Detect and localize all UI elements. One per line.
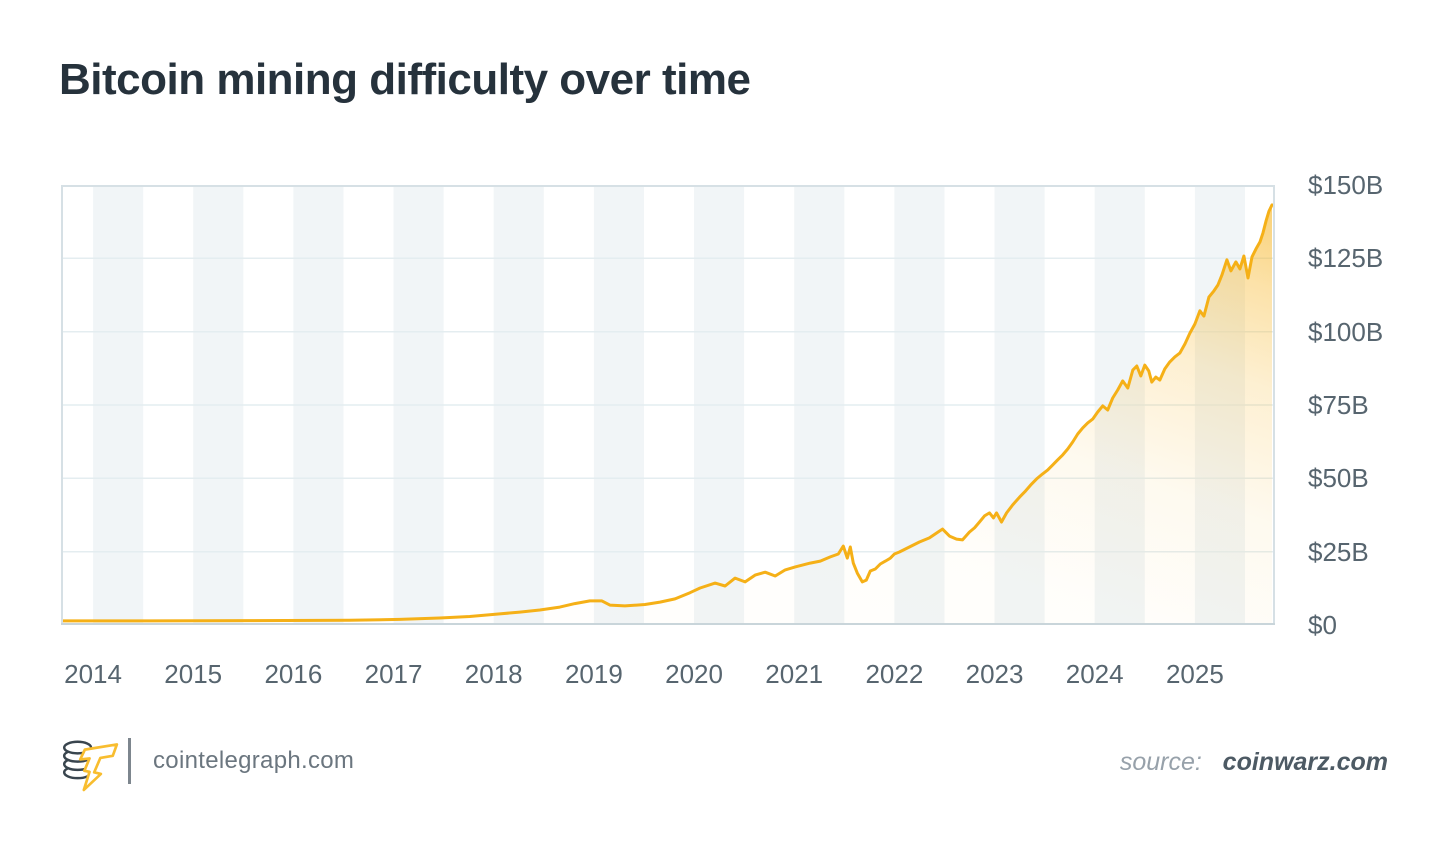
- x-tick-label: 2020: [665, 659, 723, 689]
- footer-brand-block: cointelegraph.com: [58, 730, 354, 792]
- brand-url: cointelegraph.com: [153, 747, 355, 774]
- chart-plot-area: [61, 185, 1275, 625]
- x-tick-label: 2014: [64, 659, 122, 689]
- source-credit: source: coinwarz.com: [1120, 748, 1388, 777]
- y-tick-label: $50B: [1308, 463, 1369, 494]
- y-tick-label: $0: [1308, 610, 1337, 640]
- page-title: Bitcoin mining difficulty over time: [59, 55, 751, 104]
- source-prefix: source:: [1119, 748, 1202, 776]
- x-tick-label: 2023: [965, 659, 1024, 689]
- y-tick-label: $75B: [1308, 390, 1369, 420]
- area-fill: [61, 204, 1272, 625]
- x-tick-label: 2025: [1165, 659, 1224, 689]
- x-tick-label: 2015: [164, 659, 223, 689]
- lightning-bolt-icon: [78, 743, 119, 792]
- y-tick-label: $25B: [1308, 536, 1369, 567]
- cointelegraph-logo-icon: [62, 740, 119, 792]
- difficulty-area-chart: [61, 185, 1275, 625]
- x-tick-label: 2018: [464, 659, 523, 689]
- x-tick-label: 2017: [364, 659, 423, 689]
- x-tick-label: 2019: [564, 659, 623, 689]
- x-tick-label: 2021: [765, 659, 824, 689]
- footer-divider: [128, 738, 131, 784]
- y-tick-label: $150B: [1308, 170, 1384, 200]
- source-name: coinwarz.com: [1222, 748, 1388, 776]
- y-tick-label: $100B: [1308, 316, 1384, 347]
- y-tick-label: $125B: [1308, 243, 1384, 274]
- x-tick-label: 2016: [264, 659, 323, 689]
- y-axis-labels: $150B $125B $100B $75B $50B $25B $0: [1303, 0, 1443, 843]
- difficulty-line: [61, 203, 1274, 623]
- x-tick-label: 2024: [1065, 659, 1124, 689]
- x-tick-label: 2022: [865, 659, 924, 689]
